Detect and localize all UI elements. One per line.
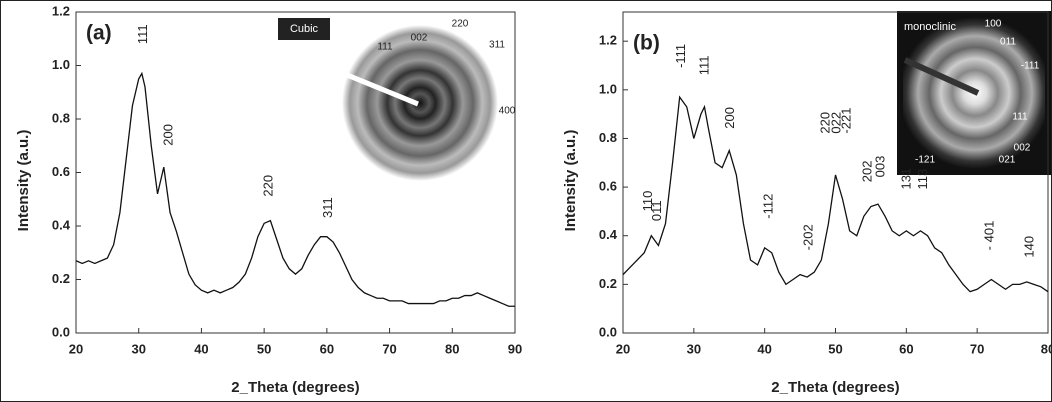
data-line	[622, 95, 1049, 293]
inset-label: -111	[1021, 61, 1040, 72]
beam-stop	[903, 57, 980, 96]
peak-label: 110	[640, 191, 655, 212]
inset-label: 021	[999, 155, 1016, 166]
x-tick-label: 50	[828, 341, 842, 356]
x-tick-label: 20	[69, 341, 83, 356]
saed-pattern	[342, 25, 498, 181]
panel-label: (a)	[86, 22, 112, 45]
inset-title: Cubic	[290, 23, 319, 35]
inset-title-box	[278, 18, 330, 40]
y-axis-title: Intensity (a.u.)	[562, 130, 579, 232]
x-axis-title: 2_Theta (degrees)	[231, 379, 359, 396]
inset-label: 400	[499, 106, 516, 117]
y-tick-label: 1.2	[599, 33, 617, 48]
peak-label: - 401	[981, 221, 996, 251]
inset-label: 002	[1014, 143, 1031, 154]
peak-label: 022	[828, 112, 843, 134]
x-tick-label: 80	[1041, 341, 1052, 356]
panel-label: (b)	[633, 32, 660, 55]
x-tick-label: 40	[757, 341, 771, 356]
peak-label: 140	[1022, 236, 1037, 258]
peak-label: 200	[722, 107, 737, 129]
peak-label: 220	[818, 112, 833, 134]
peak-label: 220	[261, 175, 276, 197]
y-axis-title: Intensity (a.u.)	[15, 130, 32, 232]
y-tick-label: 0.0	[599, 324, 617, 339]
y-tick-label: 0.6	[52, 164, 70, 179]
x-tick-label: 30	[131, 341, 145, 356]
y-tick-label: 1.2	[52, 3, 70, 18]
inset-label: 011	[1000, 37, 1016, 48]
peak-label: 111	[697, 55, 712, 75]
peak-label: 111	[135, 24, 150, 44]
y-tick-label: 0.6	[599, 179, 617, 194]
peak-label: 003	[872, 156, 887, 178]
y-tick-label: 0.0	[52, 324, 70, 339]
inset-label: 311	[489, 40, 505, 51]
peak-label: -202	[801, 224, 816, 250]
x-tick-label: 60	[899, 341, 913, 356]
peak-label: 011	[649, 200, 664, 221]
inset-label: 220	[452, 19, 469, 30]
y-tick-label: 0.4	[52, 217, 71, 232]
x-axis-title: 2_Theta (degrees)	[771, 379, 899, 396]
y-tick-label: 0.2	[599, 276, 617, 291]
data-line	[75, 71, 515, 307]
y-tick-label: 0.8	[52, 110, 70, 125]
inset-label: 111	[377, 42, 393, 53]
x-tick-label: 60	[320, 341, 334, 356]
y-tick-label: 1.0	[52, 57, 70, 72]
inset-label: -121	[915, 155, 935, 166]
x-tick-label: 20	[616, 341, 630, 356]
beam-stop	[334, 67, 419, 107]
y-tick-label: 0.2	[52, 271, 70, 286]
x-tick-label: 30	[687, 341, 701, 356]
peak-label: 202	[860, 161, 875, 183]
peak-label: 131	[898, 168, 913, 190]
x-tick-label: 40	[194, 341, 208, 356]
inset-label: 111	[1012, 112, 1028, 123]
x-tick-label: 50	[257, 341, 271, 356]
y-tick-label: 1.0	[599, 81, 617, 96]
inset-title: monoclinic	[904, 21, 956, 33]
peak-label: 200	[160, 124, 175, 146]
inset-label: 002	[411, 33, 428, 44]
x-tick-label: 70	[970, 341, 984, 356]
x-tick-label: 80	[445, 341, 459, 356]
peak-label: -111	[673, 44, 688, 68]
peak-label: 113	[915, 169, 930, 190]
y-tick-label: 0.8	[599, 130, 617, 145]
peak-label: 311	[320, 197, 335, 218]
peak-label: -112	[760, 194, 775, 219]
peak-label: -221	[838, 108, 853, 134]
x-tick-label: 90	[508, 341, 522, 356]
y-tick-label: 0.4	[599, 227, 618, 242]
inset-label: 100	[985, 19, 1002, 30]
x-tick-label: 70	[382, 341, 396, 356]
